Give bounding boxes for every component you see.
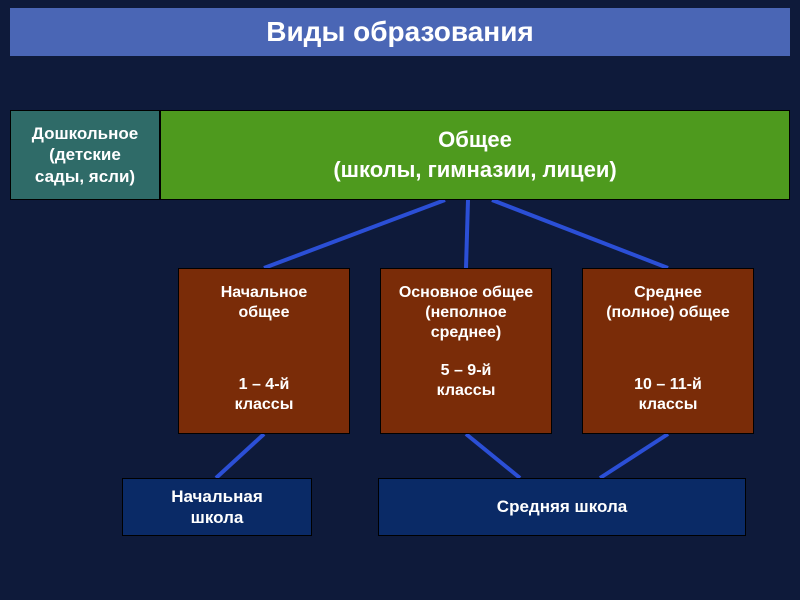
level-basic-title2: (неполное <box>425 304 506 321</box>
level-secondary-title: Среднее (полное) общее <box>606 283 730 323</box>
level-primary-sub2: классы <box>235 396 294 413</box>
level-primary-sub1: 1 – 4-й <box>239 376 290 393</box>
level-basic-sub: 5 – 9-й классы <box>437 361 496 401</box>
primary-school-line2: школа <box>191 507 244 528</box>
level-secondary-box: Среднее (полное) общее 10 – 11-й классы <box>582 268 754 434</box>
preschool-line3: сады, ясли) <box>35 166 135 187</box>
level-basic-title3: среднее) <box>431 324 502 341</box>
level-primary-sub: 1 – 4-й классы <box>235 375 294 415</box>
level-basic-title1: Основное общее <box>399 284 533 301</box>
level-primary-box: Начальное общее 1 – 4-й классы <box>178 268 350 434</box>
level-primary-title: Начальное общее <box>221 283 308 323</box>
preschool-box: Дошкольное (детские сады, ясли) <box>10 110 160 200</box>
primary-school-line1: Начальная <box>171 486 263 507</box>
primary-school-box: Начальная школа <box>122 478 312 536</box>
level-secondary-sub: 10 – 11-й классы <box>634 375 702 415</box>
preschool-line2: (детские <box>49 144 121 165</box>
level-basic-title: Основное общее (неполное среднее) <box>399 283 533 343</box>
slide: Виды образования Дошкольное (детские сад… <box>0 0 800 600</box>
level-secondary-title2: (полное) общее <box>606 304 730 321</box>
secondary-school-box: Средняя школа <box>378 478 746 536</box>
general-line1: Общее <box>438 125 512 155</box>
slide-title: Виды образования <box>10 8 790 56</box>
level-basic-box: Основное общее (неполное среднее) 5 – 9-… <box>380 268 552 434</box>
general-box: Общее (школы, гимназии, лицеи) <box>160 110 790 200</box>
level-basic-sub2: классы <box>437 382 496 399</box>
level-basic-sub1: 5 – 9-й <box>441 362 492 379</box>
secondary-school-line1: Средняя школа <box>497 496 627 517</box>
level-secondary-sub2: классы <box>639 396 698 413</box>
preschool-line1: Дошкольное <box>32 123 138 144</box>
level-primary-title2: общее <box>239 304 290 321</box>
level-secondary-sub1: 10 – 11-й <box>634 376 702 393</box>
level-secondary-title1: Среднее <box>634 284 702 301</box>
level-primary-title1: Начальное <box>221 284 308 301</box>
general-line2: (школы, гимназии, лицеи) <box>333 155 616 185</box>
